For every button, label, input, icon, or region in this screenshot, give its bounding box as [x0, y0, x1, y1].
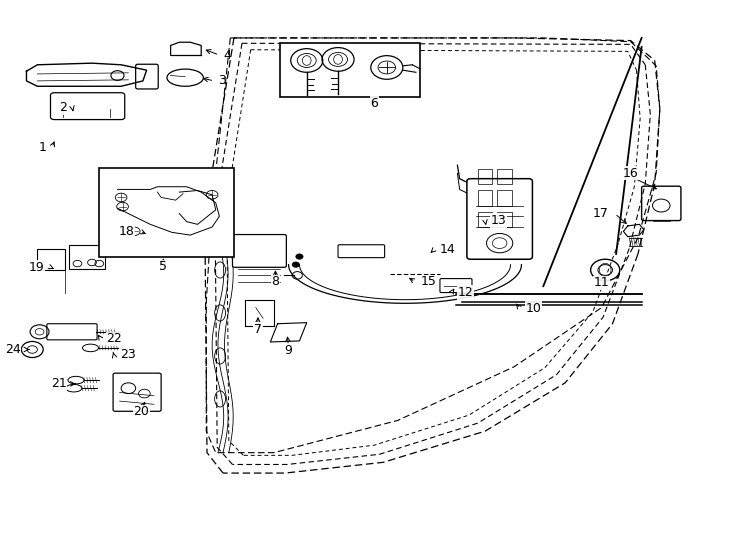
Text: 11: 11: [594, 276, 609, 289]
Text: 22: 22: [106, 332, 123, 345]
Bar: [99, 168, 234, 256]
Text: 7: 7: [254, 322, 262, 336]
Text: 1: 1: [38, 141, 46, 154]
FancyBboxPatch shape: [440, 279, 472, 293]
Text: 10: 10: [526, 302, 542, 315]
Text: 6: 6: [369, 97, 377, 110]
Text: 5: 5: [159, 259, 167, 272]
Text: 19: 19: [29, 261, 45, 274]
FancyBboxPatch shape: [233, 234, 286, 267]
Ellipse shape: [68, 376, 84, 384]
Polygon shape: [179, 191, 216, 224]
Text: 23: 23: [120, 348, 135, 361]
Text: 2: 2: [59, 102, 67, 114]
Text: 9: 9: [285, 344, 292, 357]
Text: 5: 5: [159, 260, 167, 273]
Bar: [498, 169, 512, 184]
Text: 6: 6: [371, 97, 379, 110]
Text: 13: 13: [491, 214, 506, 227]
Ellipse shape: [82, 344, 98, 352]
FancyBboxPatch shape: [467, 179, 532, 259]
Text: 20: 20: [134, 406, 150, 419]
Text: 17: 17: [593, 207, 609, 220]
Circle shape: [292, 262, 299, 267]
FancyBboxPatch shape: [338, 245, 385, 258]
Bar: [498, 212, 512, 227]
Bar: [280, 43, 420, 97]
Text: 8: 8: [272, 275, 280, 288]
Ellipse shape: [66, 384, 81, 392]
Text: 14: 14: [440, 243, 456, 256]
Circle shape: [296, 254, 303, 259]
Text: 4: 4: [223, 49, 231, 62]
Bar: [478, 169, 493, 184]
Bar: [37, 248, 65, 270]
Text: 24: 24: [5, 343, 21, 356]
Polygon shape: [623, 224, 644, 237]
FancyBboxPatch shape: [642, 186, 681, 220]
Text: 21: 21: [51, 377, 67, 390]
FancyBboxPatch shape: [47, 323, 97, 340]
Text: 12: 12: [457, 286, 473, 299]
Bar: [498, 191, 512, 206]
Text: 18: 18: [118, 225, 134, 238]
Bar: [478, 191, 493, 206]
Text: 3: 3: [218, 75, 226, 87]
Bar: [478, 212, 493, 227]
Bar: [69, 245, 105, 269]
Text: 15: 15: [421, 275, 437, 288]
FancyBboxPatch shape: [113, 373, 161, 411]
Text: 16: 16: [623, 167, 639, 180]
